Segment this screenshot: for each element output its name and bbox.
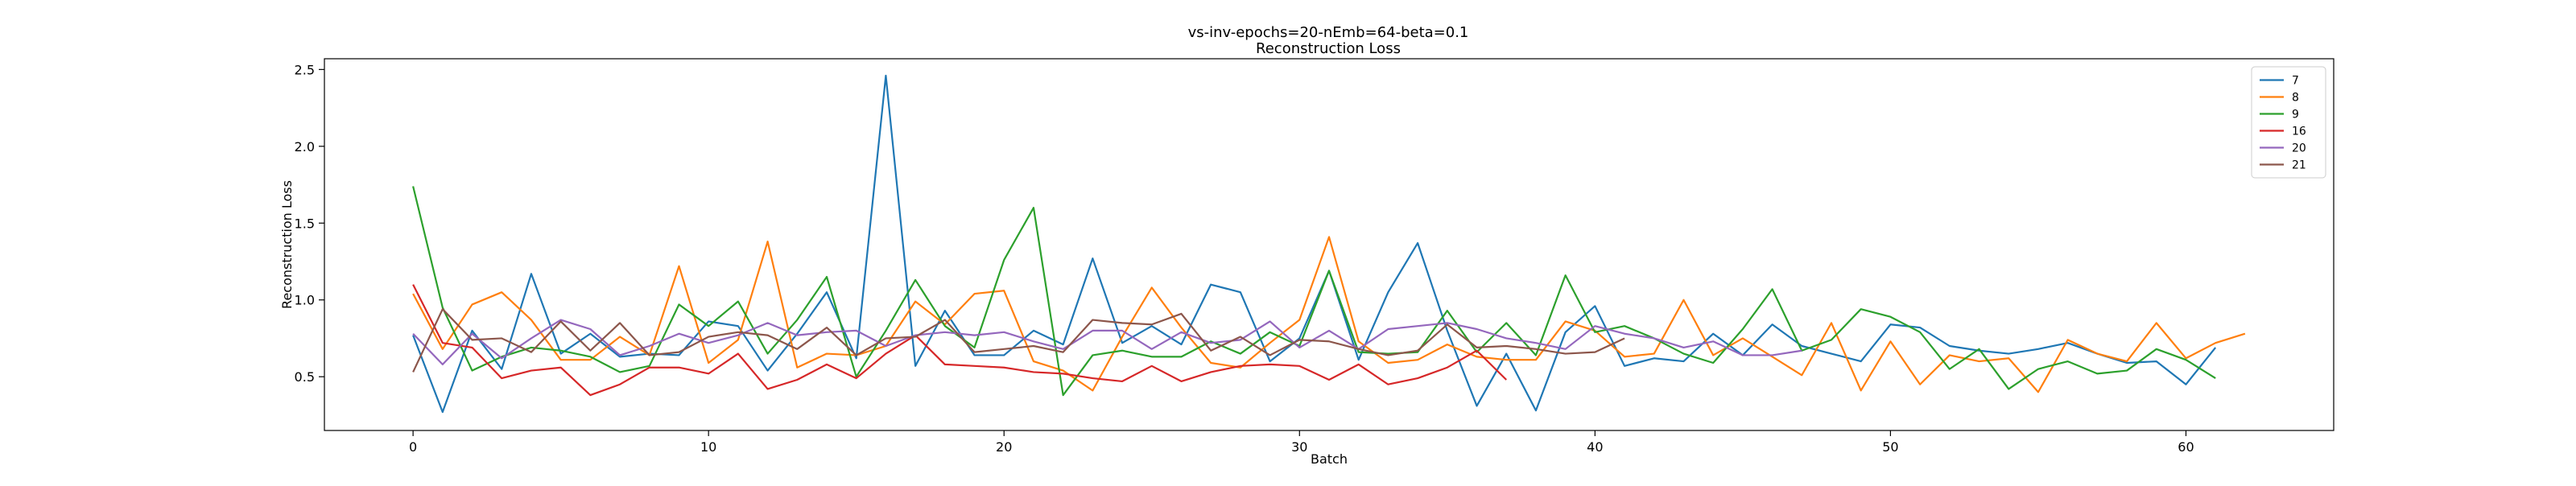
- x-tick-label: 30: [1291, 439, 1307, 455]
- x-tick-label: 10: [700, 439, 716, 455]
- plot-frame: [324, 58, 2334, 431]
- chart-subtitle: Reconstruction Loss: [1256, 40, 1401, 57]
- y-tick-label: 1.0: [295, 293, 315, 308]
- y-tick-label: 2.5: [295, 62, 315, 77]
- series-line-8: [412, 236, 2246, 393]
- legend-label-8: 8: [2292, 92, 2299, 105]
- y-axis: 0.5 1.0 1.5 2.0 2.5: [295, 62, 324, 385]
- y-axis-label: Reconstruction Loss: [279, 180, 295, 309]
- series-line-16: [412, 284, 1508, 397]
- legend-label-7: 7: [2292, 75, 2299, 88]
- legend-label-20: 20: [2292, 142, 2306, 155]
- x-tick-label: 20: [996, 439, 1012, 455]
- x-tick-label: 50: [1882, 439, 1898, 455]
- y-tick-label: 2.0: [295, 139, 315, 154]
- legend-label-21: 21: [2292, 159, 2306, 172]
- x-axis-label: Batch: [1311, 451, 1348, 467]
- legend-label-16: 16: [2292, 126, 2306, 138]
- chart-title: vs-inv-epochs=20-nEmb=64-beta=0.1: [1188, 24, 1469, 41]
- y-tick-label: 0.5: [295, 369, 315, 385]
- series-line-9: [412, 186, 2216, 397]
- x-axis: 0 10 20 30 40 50 60: [409, 430, 2194, 455]
- legend-label-9: 9: [2292, 109, 2299, 122]
- series-line-21: [412, 308, 1625, 373]
- x-tick-label: 0: [409, 439, 417, 455]
- x-tick-label: 40: [1587, 439, 1603, 455]
- y-tick-label: 1.5: [295, 216, 315, 231]
- series-layer: [412, 74, 2246, 414]
- series-line-7: [412, 74, 2217, 414]
- x-tick-label: 60: [2178, 439, 2194, 455]
- legend-box: [2251, 66, 2326, 179]
- legend: 7 8 9 16 20 21: [2251, 66, 2326, 179]
- series-line-20: [412, 319, 1802, 366]
